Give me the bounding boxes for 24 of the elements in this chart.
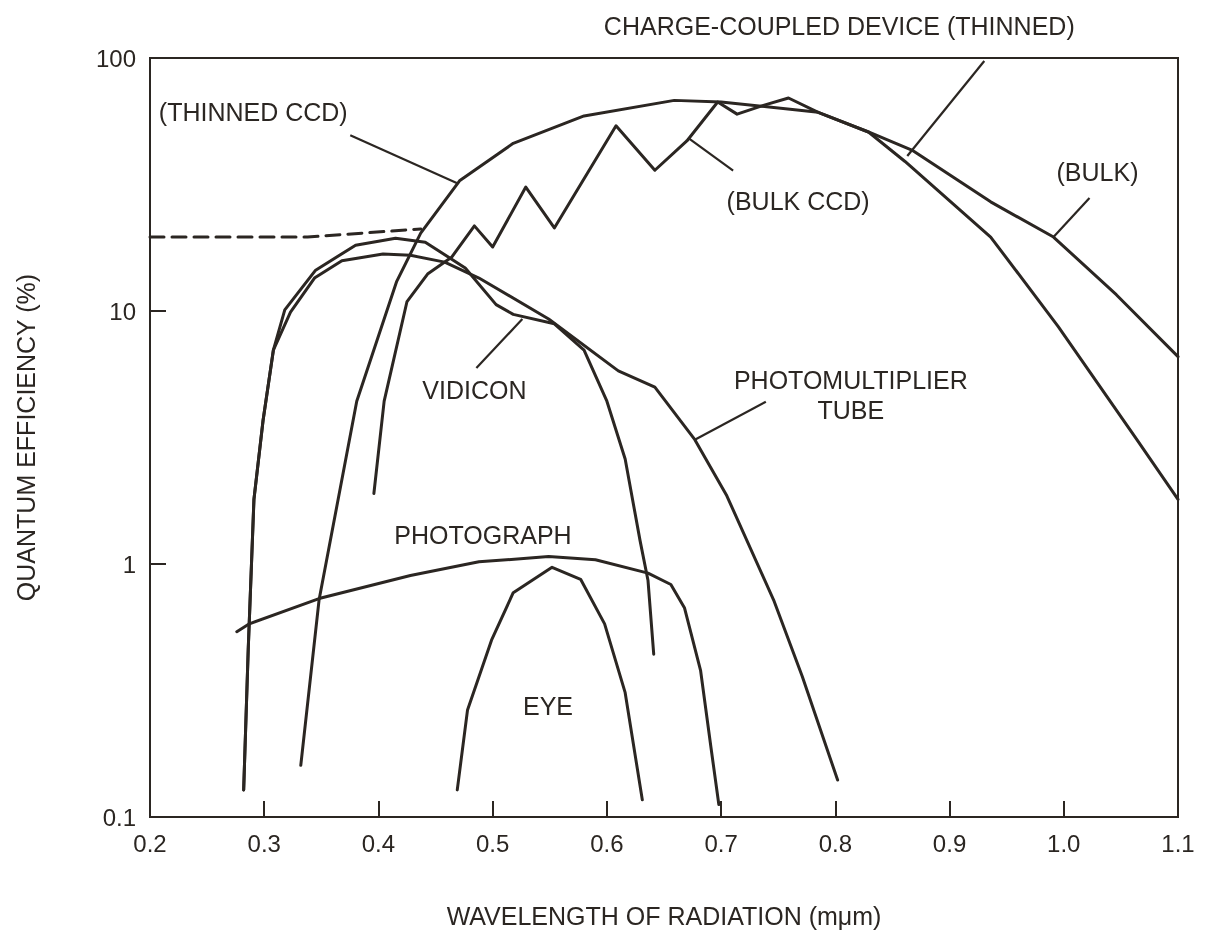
- annotation: PHOTOMULTIPLIER TUBE: [733, 365, 968, 424]
- annotation: PHOTOGRAPH: [394, 521, 572, 549]
- y-tick-label: 10: [109, 297, 136, 325]
- y-tick-label: 100: [95, 44, 136, 72]
- annotation: VIDICON: [422, 375, 527, 404]
- y-tick-label: 0.1: [102, 803, 136, 831]
- x-axis-title: WAVELENGTH OF RADIATION (mμm): [446, 901, 882, 930]
- x-tick-label: 0.9: [932, 829, 967, 857]
- x-tick-label: 0.5: [475, 829, 510, 857]
- x-tick-label: 1.0: [1047, 829, 1081, 857]
- annotation: (BULK CCD): [726, 186, 870, 215]
- x-tick-label: 0.4: [361, 829, 396, 857]
- annotation: (THINNED CCD): [158, 98, 348, 127]
- x-tick-label: 0.8: [818, 829, 853, 857]
- annotation: CHARGE-COUPLED DEVICE (THINNED): [603, 11, 1075, 40]
- x-tick-label: 1.1: [1161, 829, 1195, 857]
- y-tick-label: 1: [122, 550, 136, 578]
- x-tick-label: 0.3: [247, 829, 281, 857]
- annotation: (BULK): [1056, 158, 1139, 187]
- y-axis-title: QUANTUM EFFICIENCY (%): [11, 273, 40, 602]
- annotation: EYE: [522, 692, 574, 720]
- x-tick-label: 0.6: [590, 829, 624, 857]
- x-tick-label: 0.7: [704, 829, 738, 857]
- x-tick-label: 0.2: [133, 829, 167, 857]
